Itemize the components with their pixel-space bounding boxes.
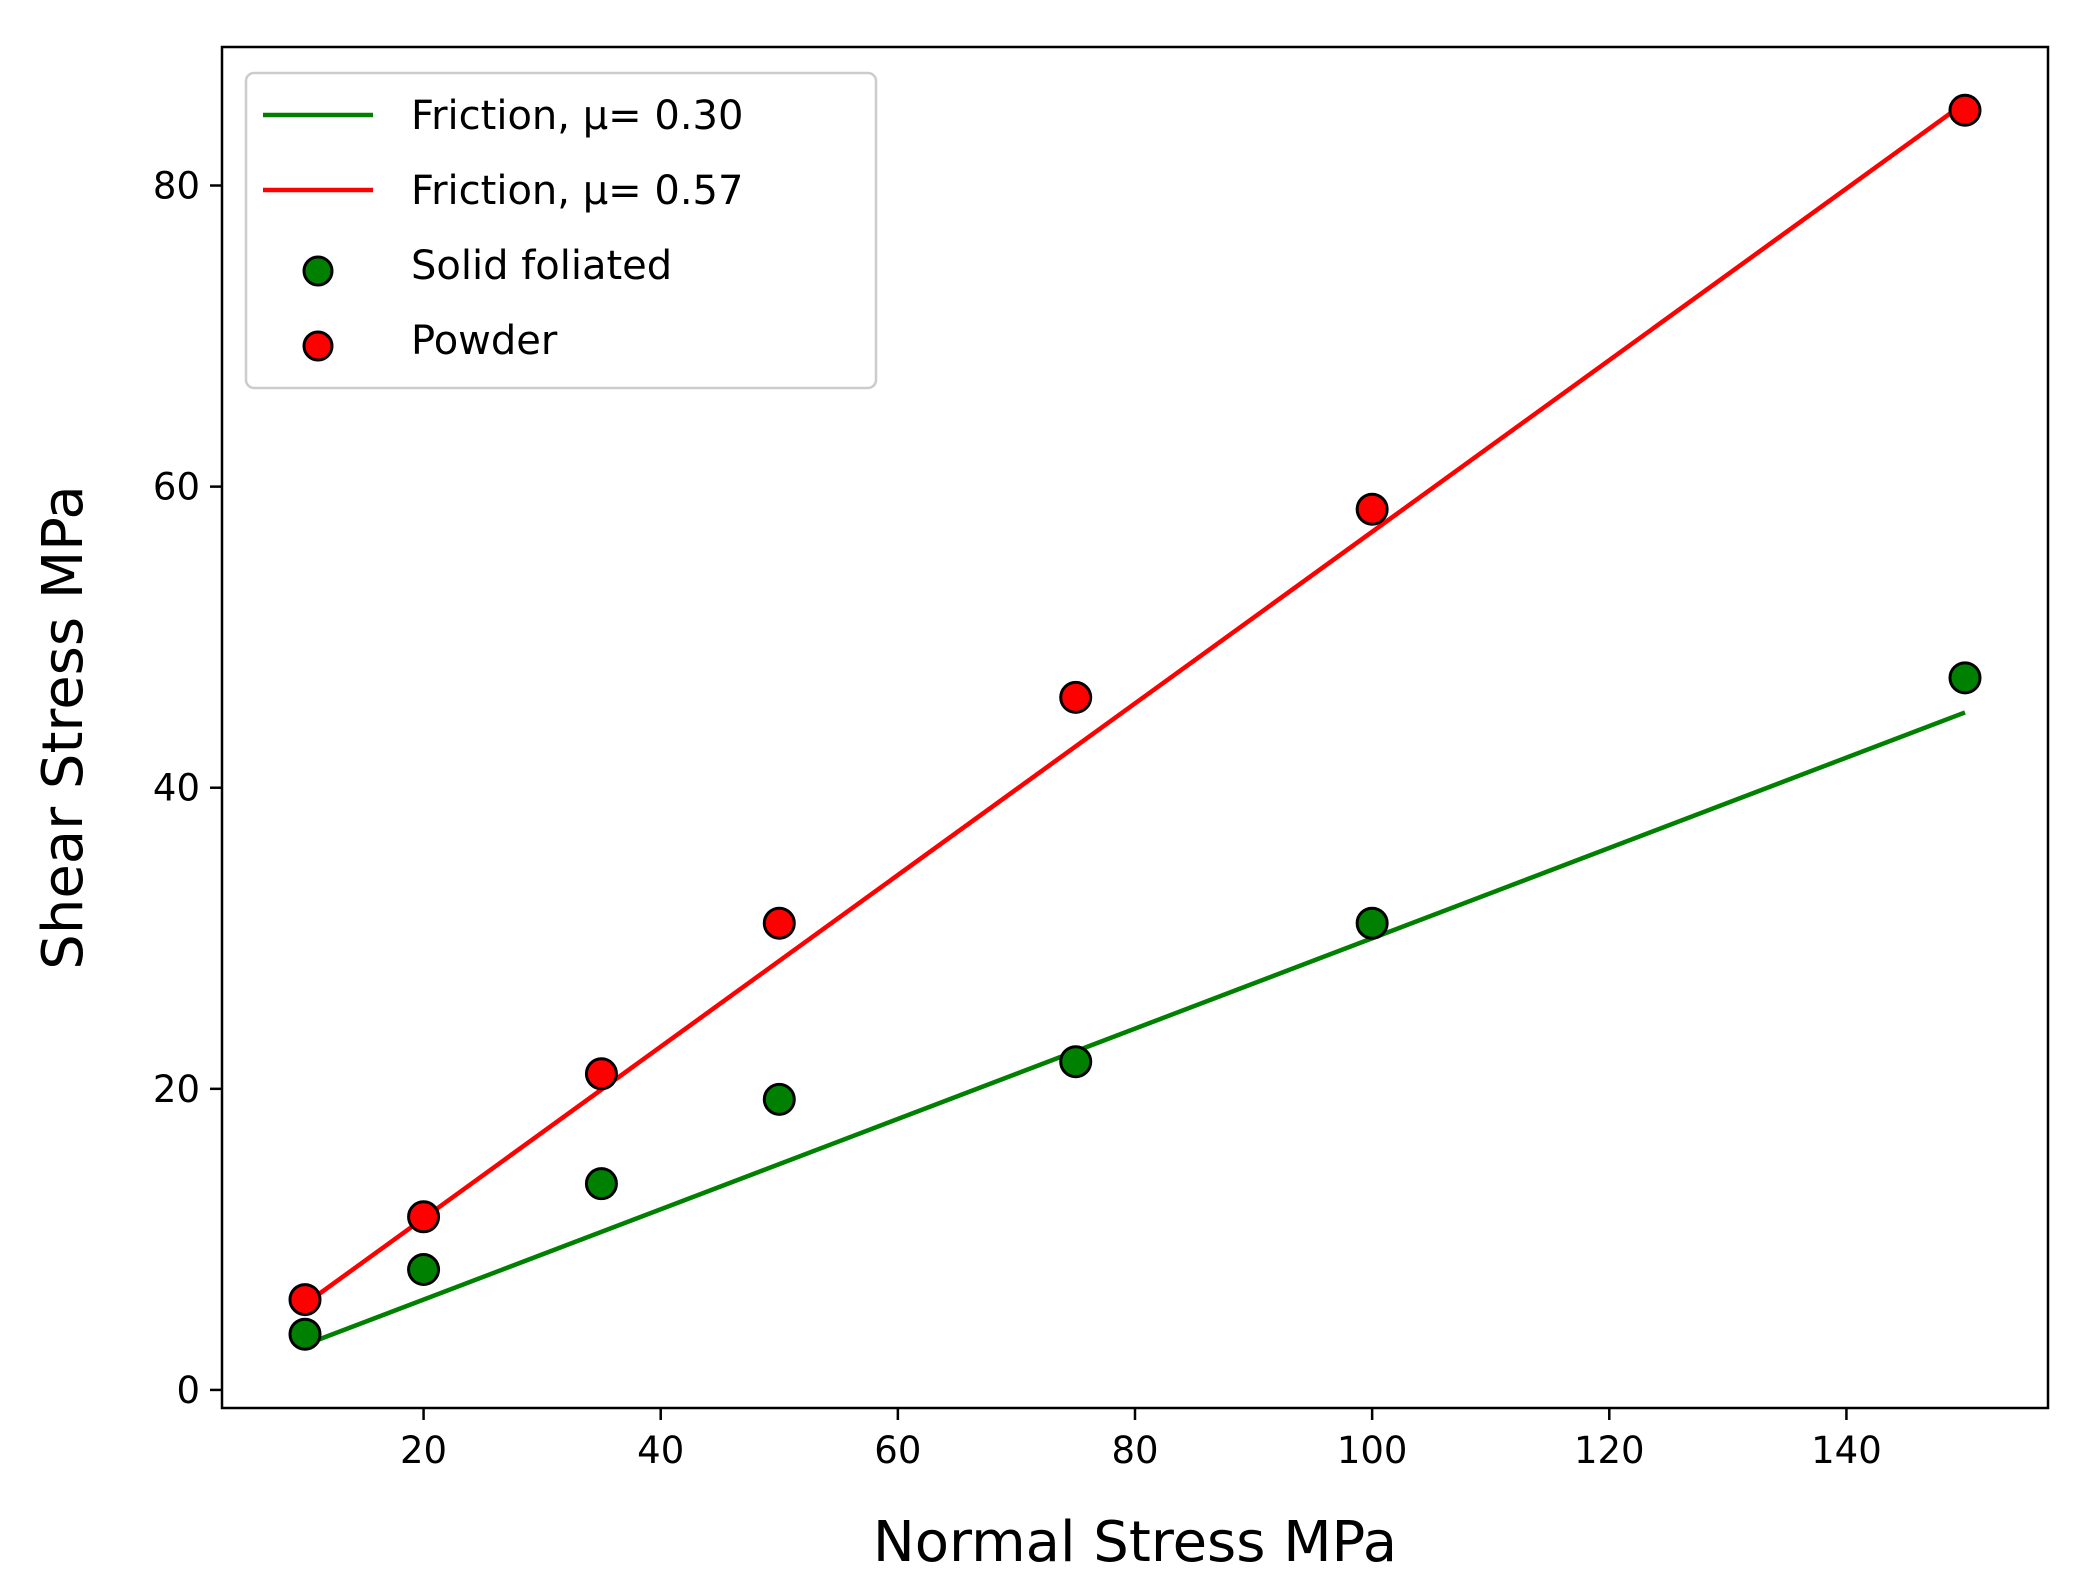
x-tick-label: 20 [400,1429,447,1472]
powder-point [584,1057,618,1091]
friction-line [304,710,1966,1347]
powder-point [288,1283,322,1317]
legend-marker-swatch [302,330,334,362]
powder-point [762,906,796,940]
powder-point [1059,680,1093,714]
solid-foliated-point [762,1082,796,1116]
legend-label: Solid foliated [411,243,672,289]
x-tick-label: 40 [637,1429,684,1472]
legend-label: Friction, μ= 0.57 [411,168,743,214]
solid-foliated-point [288,1317,322,1351]
powder-point [1948,93,1982,127]
solid-foliated-point [1948,661,1982,695]
legend-label: Friction, μ= 0.30 [411,93,743,139]
legend-label: Powder [411,318,558,364]
y-tick-label: 0 [176,1369,200,1412]
x-tick-label: 100 [1337,1429,1408,1472]
y-axis-label: Shear Stress MPa [31,485,96,969]
y-tick-label: 80 [153,165,200,208]
solid-foliated-point [1059,1045,1093,1079]
axis-ticks: 20 40 60 80 100 120 140 0 20 40 60 80 [153,165,1882,1472]
y-tick-label: 60 [153,466,200,509]
x-tick-label: 60 [874,1429,921,1472]
y-tick-label: 40 [153,767,200,810]
x-axis-label: Normal Stress MPa [873,1510,1397,1575]
powder-point [407,1200,441,1234]
legend-marker-swatch [302,255,334,287]
solid-foliated-point [1355,906,1389,940]
legend-frame [244,71,878,390]
y-tick-label: 20 [153,1068,200,1111]
powder-point [1355,492,1389,526]
plot-content [288,93,1982,1351]
x-tick-label: 80 [1111,1429,1158,1472]
friction-line [303,100,1967,1306]
solid-foliated-point [584,1167,618,1201]
solid-foliated-point [407,1252,441,1286]
x-tick-label: 120 [1574,1429,1645,1472]
legend: Friction, μ= 0.30 Friction, μ= 0.57 Solid … [244,71,878,390]
x-tick-label: 140 [1811,1429,1882,1472]
